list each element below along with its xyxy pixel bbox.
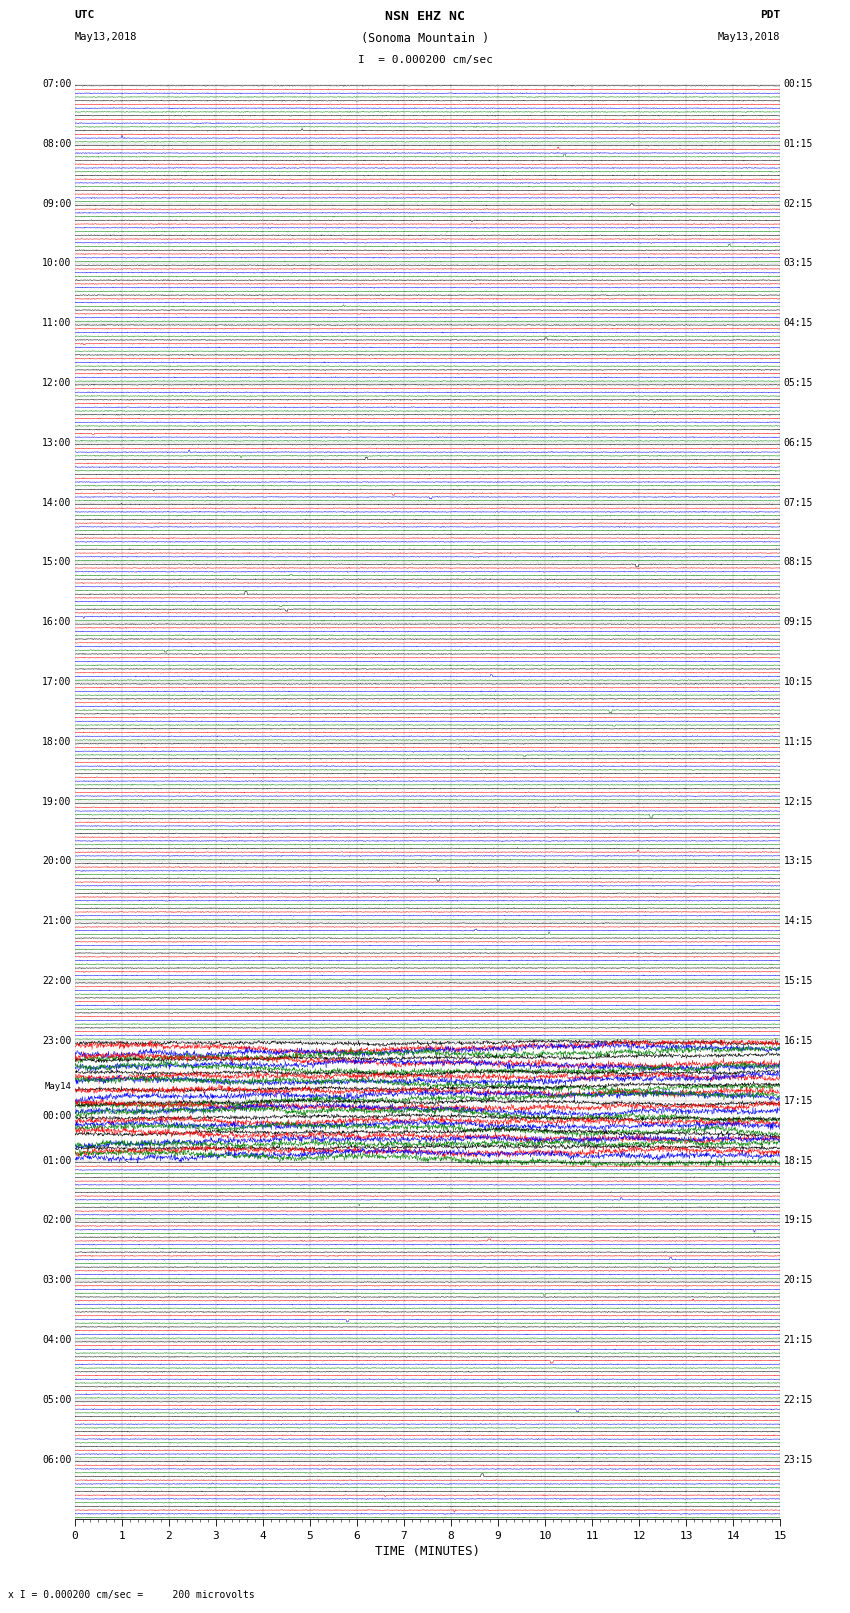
- Text: 09:00: 09:00: [42, 198, 71, 208]
- Text: 02:00: 02:00: [42, 1215, 71, 1226]
- Text: 05:00: 05:00: [42, 1395, 71, 1405]
- Text: 19:00: 19:00: [42, 797, 71, 806]
- Text: 06:15: 06:15: [784, 437, 813, 448]
- Text: 21:15: 21:15: [784, 1336, 813, 1345]
- Text: I  = 0.000200 cm/sec: I = 0.000200 cm/sec: [358, 55, 492, 65]
- Text: 18:00: 18:00: [42, 737, 71, 747]
- Text: 23:00: 23:00: [42, 1036, 71, 1045]
- Text: 06:00: 06:00: [42, 1455, 71, 1465]
- Text: NSN EHZ NC: NSN EHZ NC: [385, 10, 465, 23]
- Text: 04:00: 04:00: [42, 1336, 71, 1345]
- Text: 17:00: 17:00: [42, 677, 71, 687]
- Text: 07:15: 07:15: [784, 497, 813, 508]
- Text: 16:15: 16:15: [784, 1036, 813, 1045]
- Text: 13:15: 13:15: [784, 857, 813, 866]
- Text: 22:00: 22:00: [42, 976, 71, 986]
- Text: 01:00: 01:00: [42, 1155, 71, 1166]
- Text: 14:15: 14:15: [784, 916, 813, 926]
- Text: 22:15: 22:15: [784, 1395, 813, 1405]
- Text: 14:00: 14:00: [42, 497, 71, 508]
- Text: PDT: PDT: [760, 10, 780, 19]
- Text: 15:00: 15:00: [42, 558, 71, 568]
- Text: 11:00: 11:00: [42, 318, 71, 327]
- Text: 03:15: 03:15: [784, 258, 813, 268]
- Text: 10:00: 10:00: [42, 258, 71, 268]
- Text: 13:00: 13:00: [42, 437, 71, 448]
- Text: May13,2018: May13,2018: [717, 32, 780, 42]
- Text: x I = 0.000200 cm/sec =     200 microvolts: x I = 0.000200 cm/sec = 200 microvolts: [8, 1590, 255, 1600]
- Text: 02:15: 02:15: [784, 198, 813, 208]
- Text: 08:00: 08:00: [42, 139, 71, 148]
- Text: UTC: UTC: [75, 10, 95, 19]
- X-axis label: TIME (MINUTES): TIME (MINUTES): [375, 1545, 480, 1558]
- Text: 00:00: 00:00: [42, 1111, 71, 1121]
- Text: 17:15: 17:15: [784, 1095, 813, 1107]
- Text: 01:15: 01:15: [784, 139, 813, 148]
- Text: 18:15: 18:15: [784, 1155, 813, 1166]
- Text: 00:15: 00:15: [784, 79, 813, 89]
- Text: 09:15: 09:15: [784, 618, 813, 627]
- Text: 16:00: 16:00: [42, 618, 71, 627]
- Text: May13,2018: May13,2018: [75, 32, 138, 42]
- Text: 08:15: 08:15: [784, 558, 813, 568]
- Text: 07:00: 07:00: [42, 79, 71, 89]
- Text: 20:15: 20:15: [784, 1276, 813, 1286]
- Text: 15:15: 15:15: [784, 976, 813, 986]
- Text: (Sonoma Mountain ): (Sonoma Mountain ): [361, 32, 489, 45]
- Text: 05:15: 05:15: [784, 377, 813, 389]
- Text: 12:15: 12:15: [784, 797, 813, 806]
- Text: 11:15: 11:15: [784, 737, 813, 747]
- Text: May14: May14: [44, 1082, 71, 1090]
- Text: 19:15: 19:15: [784, 1215, 813, 1226]
- Text: 23:15: 23:15: [784, 1455, 813, 1465]
- Text: 12:00: 12:00: [42, 377, 71, 389]
- Text: 04:15: 04:15: [784, 318, 813, 327]
- Text: 10:15: 10:15: [784, 677, 813, 687]
- Text: 21:00: 21:00: [42, 916, 71, 926]
- Text: 20:00: 20:00: [42, 857, 71, 866]
- Text: 03:00: 03:00: [42, 1276, 71, 1286]
